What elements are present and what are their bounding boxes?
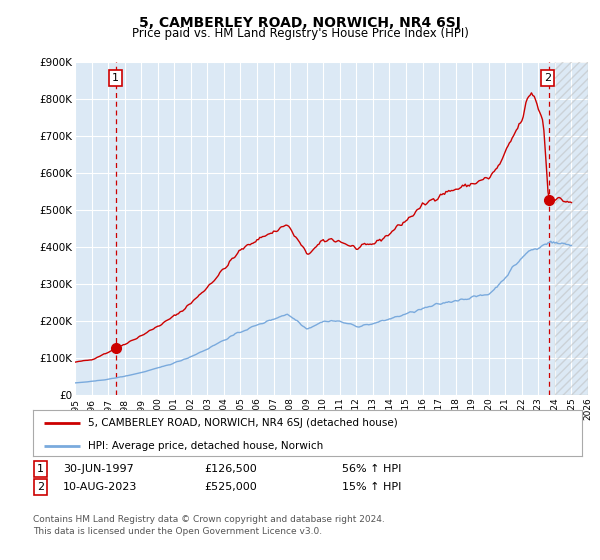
Text: Price paid vs. HM Land Registry's House Price Index (HPI): Price paid vs. HM Land Registry's House … — [131, 27, 469, 40]
Text: 5, CAMBERLEY ROAD, NORWICH, NR4 6SJ: 5, CAMBERLEY ROAD, NORWICH, NR4 6SJ — [139, 16, 461, 30]
Text: 5, CAMBERLEY ROAD, NORWICH, NR4 6SJ (detached house): 5, CAMBERLEY ROAD, NORWICH, NR4 6SJ (det… — [88, 418, 398, 428]
Text: 10-AUG-2023: 10-AUG-2023 — [63, 482, 137, 492]
Text: Contains HM Land Registry data © Crown copyright and database right 2024.: Contains HM Land Registry data © Crown c… — [33, 515, 385, 524]
Text: £126,500: £126,500 — [204, 464, 257, 474]
Text: 56% ↑ HPI: 56% ↑ HPI — [342, 464, 401, 474]
Text: 15% ↑ HPI: 15% ↑ HPI — [342, 482, 401, 492]
Text: £525,000: £525,000 — [204, 482, 257, 492]
Text: 1: 1 — [112, 73, 119, 83]
Text: This data is licensed under the Open Government Licence v3.0.: This data is licensed under the Open Gov… — [33, 528, 322, 536]
Text: HPI: Average price, detached house, Norwich: HPI: Average price, detached house, Norw… — [88, 441, 323, 451]
Text: 2: 2 — [544, 73, 551, 83]
Text: 30-JUN-1997: 30-JUN-1997 — [63, 464, 134, 474]
Text: 2: 2 — [37, 482, 44, 492]
Text: 1: 1 — [37, 464, 44, 474]
